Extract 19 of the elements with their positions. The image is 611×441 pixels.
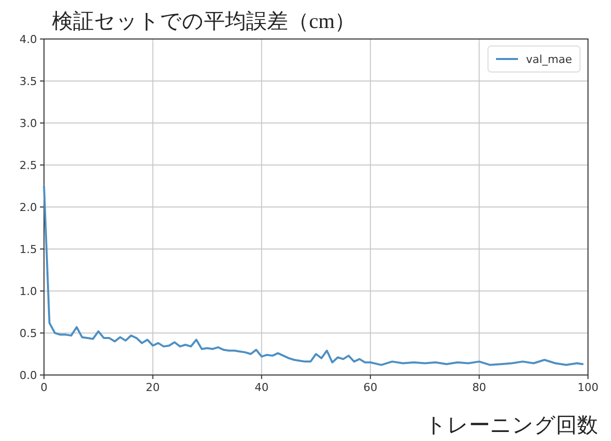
x-axis-title: トレーニング回数	[425, 413, 598, 437]
legend-label: val_mae	[526, 53, 572, 66]
x-tick-label: 60	[363, 381, 378, 394]
y-tick-label: 0.5	[20, 327, 37, 340]
y-tick-label: 1.0	[20, 285, 37, 298]
x-tick-label: 80	[472, 381, 486, 394]
x-tick-label: 0	[40, 381, 48, 394]
y-tick-label: 0.0	[20, 369, 37, 382]
x-tick-label: 20	[146, 381, 160, 394]
x-tick-label: 40	[254, 381, 269, 394]
y-tick-label: 2.0	[20, 201, 37, 214]
x-tick-label: 100	[578, 381, 598, 394]
legend: val_mae	[488, 46, 580, 72]
y-tick-label: 4.0	[20, 33, 37, 46]
chart-title: 検証セットでの平均誤差（cm）	[52, 9, 356, 33]
y-tick-label: 3.0	[20, 117, 37, 130]
y-tick-label: 1.5	[20, 243, 37, 256]
y-tick-label: 3.5	[20, 75, 37, 88]
y-tick-label: 2.5	[20, 159, 37, 172]
